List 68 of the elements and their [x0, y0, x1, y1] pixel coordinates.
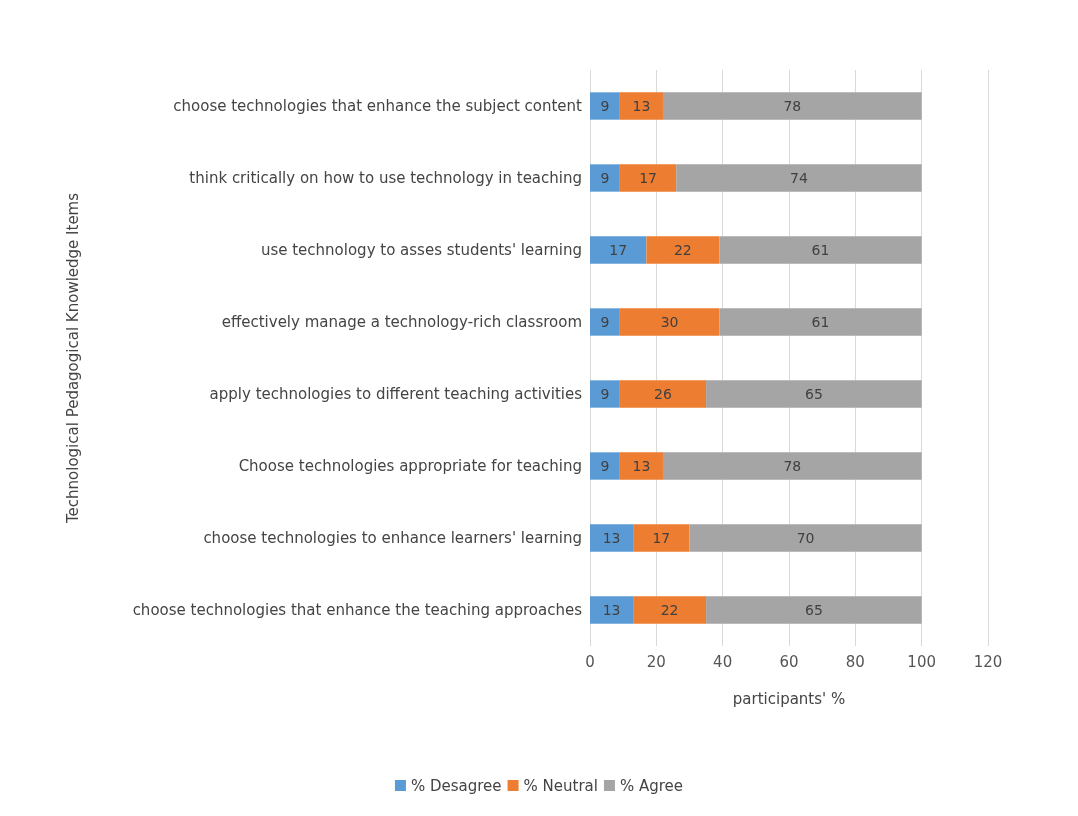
- bar: [590, 380, 620, 408]
- data-label: 22: [660, 602, 679, 618]
- bar: [706, 596, 922, 624]
- bar: [590, 596, 634, 624]
- bar: [676, 164, 922, 192]
- bar: [633, 596, 707, 624]
- y-tick-label: think critically on how to use technology in teaching: [189, 169, 582, 187]
- data-label: 22: [673, 242, 692, 258]
- bar: [719, 308, 922, 336]
- y-tick-label: apply technologies to different teaching activities: [209, 385, 583, 403]
- bar: [590, 308, 620, 336]
- data-label: 9: [600, 98, 610, 114]
- bar: [619, 452, 663, 480]
- bar: [662, 452, 922, 480]
- data-label: 65: [804, 602, 823, 618]
- y-tick-label: choose technologies that enhance the subject content: [173, 97, 583, 115]
- data-label: 74: [790, 170, 808, 186]
- data-label: 9: [600, 386, 610, 402]
- data-label: 13: [632, 458, 651, 474]
- bar: [619, 164, 677, 192]
- x-tick-label: 100: [907, 652, 936, 671]
- y-tick-label: effectively manage a technology-rich classroom: [221, 313, 582, 331]
- bar: [646, 236, 720, 264]
- bar: [619, 380, 707, 408]
- data-label: 13: [602, 530, 621, 546]
- data-label: 61: [811, 242, 830, 258]
- legend-label: % Neutral: [523, 776, 598, 795]
- data-label: 70: [796, 530, 815, 546]
- data-label: 30: [660, 314, 679, 330]
- bar: [719, 236, 922, 264]
- data-label: 78: [783, 98, 802, 114]
- bar: [619, 308, 720, 336]
- data-label: 78: [783, 458, 802, 474]
- y-axis-title: Technological Pedagogical Knowledge Items: [63, 192, 82, 525]
- bar: [662, 92, 922, 120]
- data-label: 17: [609, 242, 628, 258]
- bar: [706, 380, 922, 408]
- bar: [689, 524, 922, 552]
- data-label: 65: [804, 386, 823, 402]
- x-tick-label: 120: [973, 652, 1003, 671]
- data-label: 9: [600, 170, 610, 186]
- data-label: 61: [811, 314, 830, 330]
- x-tick-label: 0: [585, 652, 595, 671]
- bar: [590, 164, 620, 192]
- legend-label: % Desagree: [410, 776, 502, 795]
- x-tick-label: 40: [713, 652, 733, 671]
- data-label: 17: [652, 530, 671, 546]
- y-tick-label: choose technologies that enhance the teaching approaches: [132, 601, 583, 619]
- bar: [590, 236, 647, 264]
- legend-label: % Agree: [619, 776, 684, 795]
- bar: [590, 524, 634, 552]
- bar: [633, 524, 690, 552]
- data-label: 13: [602, 602, 621, 618]
- y-tick-label: choose technologies to enhance learners' learning: [203, 529, 582, 547]
- data-label: 9: [600, 458, 610, 474]
- data-label: 26: [654, 386, 672, 402]
- x-axis-title: participants' %: [732, 689, 846, 708]
- y-tick-label: Choose technologies appropriate for teaching: [238, 457, 582, 475]
- data-label: 13: [632, 98, 651, 114]
- bar: [590, 452, 620, 480]
- x-tick-label: 80: [845, 652, 865, 671]
- bar: [590, 92, 620, 120]
- x-tick-label: 60: [779, 652, 799, 671]
- y-tick-label: use technology to asses students' learning: [260, 241, 582, 259]
- x-tick-label: 20: [646, 652, 666, 671]
- bar: [619, 92, 663, 120]
- data-label: 9: [600, 314, 610, 330]
- data-label: 17: [639, 170, 657, 186]
